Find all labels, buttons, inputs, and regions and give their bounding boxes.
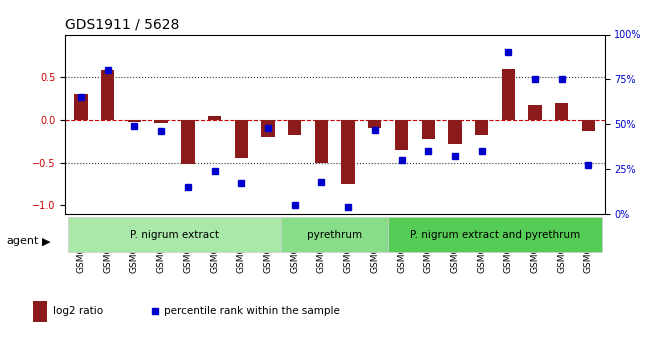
Bar: [582, 120, 595, 131]
Bar: [74, 94, 88, 120]
Bar: [315, 120, 328, 162]
FancyBboxPatch shape: [68, 217, 281, 252]
Bar: [448, 120, 461, 144]
Bar: [422, 120, 435, 139]
Text: percentile rank within the sample: percentile rank within the sample: [164, 306, 340, 316]
Text: pyrethrum: pyrethrum: [307, 230, 362, 239]
Bar: [208, 116, 221, 120]
Text: P. nigrum extract: P. nigrum extract: [130, 230, 219, 239]
Bar: [235, 120, 248, 158]
Bar: [128, 120, 141, 122]
Bar: [502, 69, 515, 120]
Text: GDS1911 / 5628: GDS1911 / 5628: [65, 18, 179, 32]
Bar: [368, 120, 382, 128]
Bar: [101, 70, 114, 120]
Bar: [261, 120, 275, 137]
Bar: [32, 301, 47, 322]
Text: ▶: ▶: [42, 237, 51, 246]
Bar: [555, 103, 569, 120]
Bar: [395, 120, 408, 150]
Text: agent: agent: [6, 237, 39, 246]
FancyBboxPatch shape: [388, 217, 602, 252]
Text: P. nigrum extract and pyrethrum: P. nigrum extract and pyrethrum: [410, 230, 580, 239]
Bar: [288, 120, 302, 135]
Bar: [155, 120, 168, 124]
Bar: [341, 120, 355, 184]
Text: log2 ratio: log2 ratio: [53, 306, 103, 316]
Bar: [528, 105, 541, 120]
Bar: [181, 120, 194, 164]
FancyBboxPatch shape: [281, 217, 388, 252]
Bar: [475, 120, 488, 135]
